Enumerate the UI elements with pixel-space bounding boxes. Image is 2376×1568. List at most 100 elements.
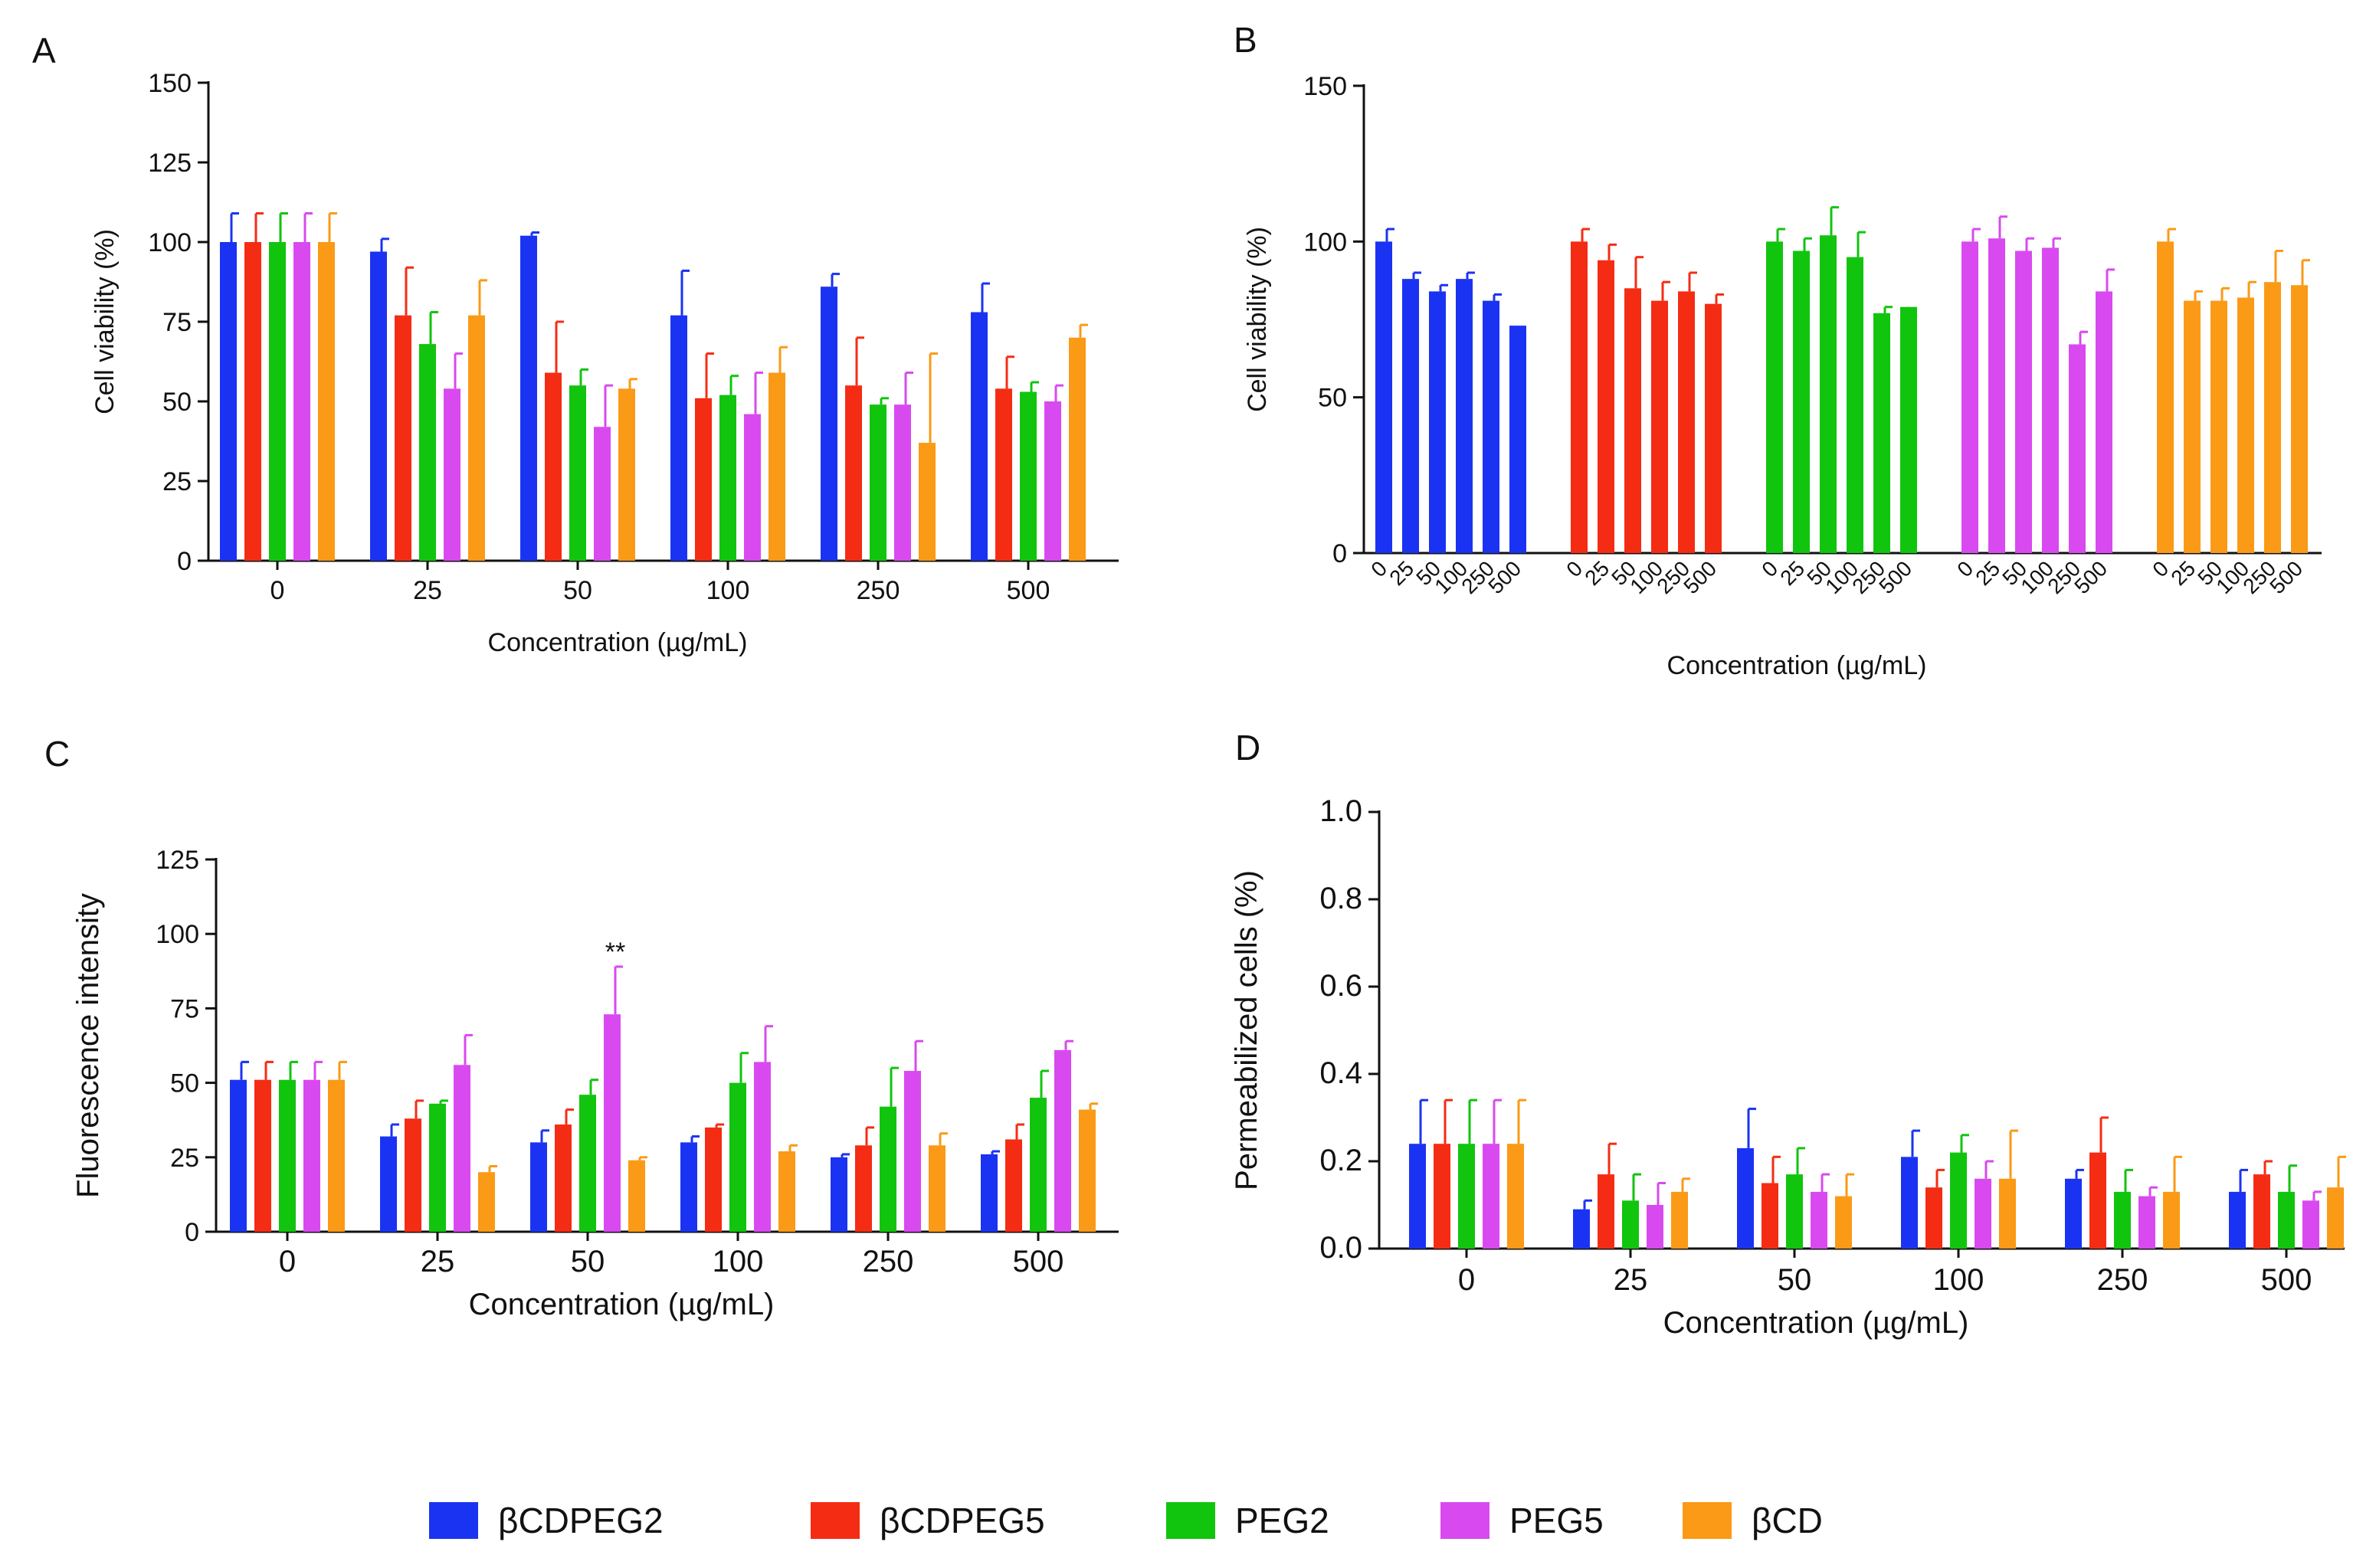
bar-b-bcdpeg5-250 (1678, 291, 1695, 553)
legend-swatch-bcdpeg5 (811, 1502, 860, 1539)
legend-swatch-bcd (1683, 1502, 1732, 1539)
legend-item-bcdpeg2: βCDPEG2 (429, 1498, 664, 1543)
bar-c-peg2-100 (729, 1082, 746, 1232)
bar-d-bcd-25 (1671, 1191, 1688, 1249)
legend-label-peg2: PEG2 (1235, 1501, 1329, 1540)
y-tick-label-d: 0.6 (1319, 969, 1362, 1003)
bar-d-bcd-500 (2327, 1187, 2344, 1249)
bar-c-bcd-500 (1079, 1109, 1096, 1232)
bar-a-bcd-100 (769, 372, 785, 561)
bar-b-bcdpeg5-0 (1571, 241, 1588, 553)
y-tick-label-d: 0.4 (1319, 1056, 1362, 1090)
y-tick-label-d: 0.2 (1319, 1144, 1362, 1177)
bar-b-peg5-100 (2042, 247, 2059, 553)
y-tick-label-d: 1.0 (1319, 794, 1362, 828)
x-tick-label-b: 500 (2265, 556, 2307, 598)
panel-letter-c: C (44, 734, 70, 774)
bar-b-bcd-25 (2184, 300, 2201, 553)
bar-b-bcdpeg2-250 (1483, 300, 1499, 553)
bar-b-bcdpeg5-500 (1705, 303, 1722, 553)
chart-a: 0 25 50 75 100 125 150 Cell viability (%) 0 25 50 1… (90, 69, 1119, 657)
y-tick-label-b: 100 (1303, 228, 1347, 257)
bar-c-peg5-500 (1054, 1049, 1071, 1232)
x-axis-title-a: Concentration (µg/mL) (488, 628, 748, 657)
y-axis-title-d: Permeabilized cells (%) (1230, 870, 1263, 1190)
y-tick-label-a: 0 (177, 547, 192, 576)
x-tick-label-b: 500 (1483, 556, 1526, 598)
bar-b-bcdpeg5-50 (1624, 288, 1641, 553)
bar-a-peg5-25 (444, 388, 460, 561)
x-tick-label-b: 0 (1366, 556, 1391, 581)
bar-c-bcdpeg2-500 (981, 1154, 998, 1232)
bar-d-peg2-500 (2278, 1191, 2295, 1249)
y-tick-label-c: 50 (170, 1069, 199, 1098)
bar-d-peg5-0 (1483, 1144, 1499, 1249)
bar-a-peg5-0 (293, 242, 310, 561)
x-tick-label-a: 25 (413, 576, 442, 605)
bar-b-peg2-100 (1847, 257, 1863, 553)
bar-d-bcdpeg2-100 (1901, 1157, 1918, 1249)
panel-letter-d: D (1235, 728, 1260, 768)
bar-c-bcdpeg5-0 (254, 1079, 271, 1232)
bar-a-bcdpeg2-500 (971, 312, 988, 561)
x-tick-label-d: 50 (1778, 1263, 1812, 1297)
bar-b-peg2-50 (1820, 235, 1837, 553)
x-tick-label-b: 500 (1679, 556, 1721, 598)
bar-d-bcdpeg2-0 (1409, 1144, 1426, 1249)
panel-letter-a: A (32, 31, 56, 70)
bar-c-peg2-250 (880, 1106, 896, 1232)
bar-a-bcdpeg5-0 (244, 242, 261, 561)
y-tick-label-b: 150 (1303, 72, 1347, 101)
bar-a-peg2-25 (419, 344, 436, 561)
bar-a-bcdpeg2-100 (670, 315, 687, 561)
bar-c-bcdpeg5-25 (405, 1118, 421, 1232)
y-tick-label-c: 0 (185, 1218, 199, 1247)
x-tick-label-c: 500 (1013, 1245, 1064, 1278)
legend-item-bcdpeg5: βCDPEG5 (811, 1498, 1045, 1543)
bar-c-bcdpeg5-250 (855, 1145, 872, 1232)
y-tick-label-d: 0.8 (1319, 882, 1362, 915)
bar-b-peg2-250 (1873, 313, 1890, 553)
y-tick-label-d: 0.0 (1319, 1231, 1362, 1265)
y-axis-title-a: Cell viability (%) (90, 229, 120, 414)
bar-b-bcdpeg5-25 (1598, 260, 1614, 553)
bar-a-bcd-500 (1069, 337, 1086, 561)
x-tick-label-c: 250 (863, 1245, 914, 1278)
bar-b-bcd-500 (2291, 285, 2308, 553)
bar-d-bcdpeg5-100 (1925, 1187, 1942, 1249)
bar-b-bcdpeg2-100 (1456, 279, 1473, 553)
bar-d-bcd-100 (1999, 1178, 2016, 1249)
bar-c-bcdpeg5-50 (555, 1124, 572, 1232)
bar-a-bcdpeg5-25 (395, 315, 411, 561)
legend-swatch-peg2 (1166, 1502, 1215, 1539)
bar-c-bcdpeg2-0 (230, 1079, 247, 1232)
bar-d-peg2-25 (1622, 1200, 1639, 1249)
bar-c-bcdpeg2-50 (530, 1142, 547, 1232)
legend: βCDPEG2 βCDPEG5 PEG2 PEG5 βCD (0, 1498, 2376, 1559)
x-tick-label-c: 25 (421, 1245, 455, 1278)
bar-b-bcdpeg2-50 (1429, 291, 1446, 553)
bar-b-peg5-500 (2096, 291, 2112, 553)
bar-c-peg2-500 (1030, 1098, 1047, 1232)
bar-c-bcdpeg5-100 (705, 1127, 722, 1232)
legend-label-peg5: PEG5 (1509, 1501, 1604, 1540)
significance-mark-c: ** (605, 938, 625, 967)
y-tick-label-a: 75 (162, 308, 192, 337)
y-tick-label-a: 150 (148, 69, 192, 98)
x-tick-label-a: 50 (563, 576, 592, 605)
bar-a-bcdpeg2-250 (821, 286, 837, 561)
bar-b-bcdpeg2-0 (1375, 241, 1392, 553)
bar-a-peg2-50 (569, 385, 586, 561)
y-tick-label-a: 50 (162, 388, 192, 417)
bar-d-bcd-50 (1835, 1196, 1852, 1249)
bar-a-peg2-100 (719, 394, 736, 561)
bar-a-peg5-250 (894, 404, 911, 561)
legend-item-peg5: PEG5 (1440, 1498, 1604, 1543)
bar-b-bcd-0 (2157, 241, 2174, 553)
x-tick-label-d: 500 (2261, 1263, 2312, 1297)
x-tick-label-d: 25 (1614, 1263, 1648, 1297)
x-tick-label-d: 250 (2097, 1263, 2148, 1297)
x-tick-label-b: 500 (2070, 556, 2112, 598)
panel-letter-b: B (1234, 20, 1257, 60)
